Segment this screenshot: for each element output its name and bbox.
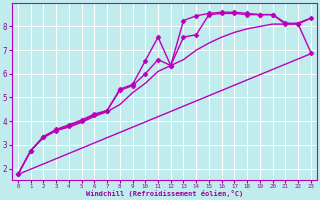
X-axis label: Windchill (Refroidissement éolien,°C): Windchill (Refroidissement éolien,°C) [86,190,243,197]
